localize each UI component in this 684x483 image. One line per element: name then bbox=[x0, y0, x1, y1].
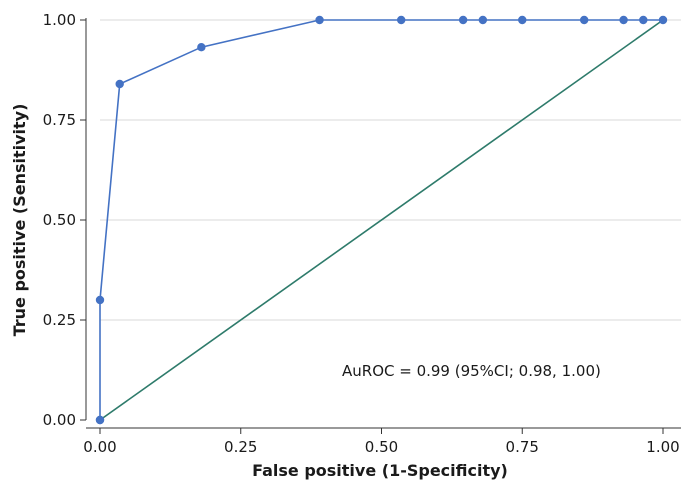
gridlines bbox=[100, 19, 681, 321]
roc-point bbox=[518, 15, 527, 25]
x-tick-label: 0.25 bbox=[224, 438, 257, 456]
roc-point bbox=[115, 79, 124, 89]
y-tick-label: 0.25 bbox=[43, 311, 76, 329]
y-tick-label: 1.00 bbox=[43, 11, 76, 29]
y-axis-ticks: 0.00 0.25 0.50 0.75 1.00 bbox=[43, 11, 86, 429]
x-axis-title: False positive (1-Specificity) bbox=[252, 461, 508, 480]
roc-point bbox=[639, 15, 648, 25]
y-tick-label: 0.00 bbox=[43, 411, 76, 429]
roc-point bbox=[478, 15, 488, 25]
roc-point bbox=[95, 415, 105, 425]
roc-point bbox=[658, 15, 668, 25]
roc-point bbox=[315, 15, 324, 25]
x-tick-label: 0.75 bbox=[506, 438, 539, 456]
roc-point bbox=[458, 15, 468, 25]
series-layer bbox=[95, 15, 668, 425]
roc-point bbox=[397, 15, 406, 25]
x-axis-ticks: 0.00 0.25 0.50 0.75 1.00 bbox=[83, 428, 680, 456]
y-tick-label: 0.50 bbox=[43, 211, 76, 229]
roc-point bbox=[197, 43, 206, 52]
x-tick-label: 1.00 bbox=[646, 438, 679, 456]
x-tick-label: 0.50 bbox=[365, 438, 398, 456]
x-tick-label: 0.00 bbox=[83, 438, 116, 456]
roc-point bbox=[619, 15, 628, 25]
roc-point bbox=[579, 15, 589, 25]
roc-point bbox=[95, 295, 105, 305]
reference-diagonal-line bbox=[99, 19, 664, 421]
y-tick-label: 0.75 bbox=[43, 111, 76, 129]
auroc-annotation: AuROC = 0.99 (95%CI; 0.98, 1.00) bbox=[342, 362, 601, 380]
axes bbox=[85, 18, 681, 429]
y-axis-title: True positive (Sensitivity) bbox=[10, 104, 29, 337]
